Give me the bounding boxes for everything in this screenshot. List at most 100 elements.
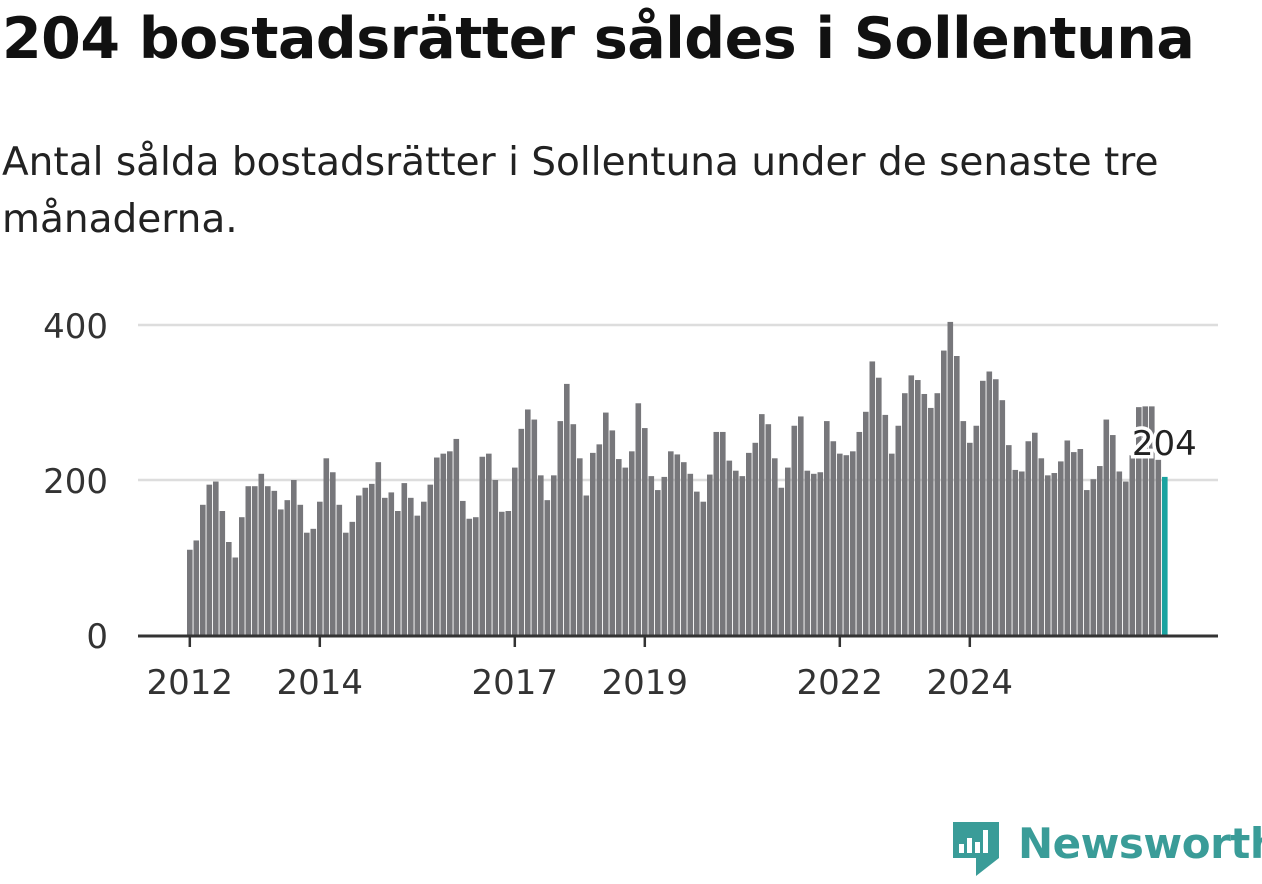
bar bbox=[512, 467, 518, 635]
bar bbox=[817, 472, 824, 635]
bar bbox=[856, 431, 863, 635]
bar bbox=[193, 540, 200, 635]
bar bbox=[590, 452, 596, 635]
bar bbox=[752, 442, 759, 635]
bar bbox=[804, 470, 811, 635]
bar bbox=[681, 462, 687, 635]
bar bbox=[343, 532, 349, 635]
bar bbox=[759, 414, 765, 635]
bar bbox=[674, 454, 681, 635]
bar bbox=[447, 451, 453, 635]
bar bbox=[1025, 441, 1032, 635]
bar bbox=[525, 409, 531, 635]
bar bbox=[557, 421, 564, 635]
bar bbox=[1045, 475, 1051, 635]
bar bbox=[265, 486, 271, 635]
bar bbox=[564, 383, 570, 635]
bar bbox=[707, 474, 713, 635]
bar bbox=[733, 470, 739, 635]
bar bbox=[1038, 458, 1045, 635]
bar bbox=[369, 483, 375, 635]
highlight-bar bbox=[1162, 476, 1168, 635]
bar bbox=[200, 504, 206, 635]
bar bbox=[986, 371, 993, 635]
bar bbox=[785, 467, 791, 635]
bar bbox=[648, 476, 655, 635]
bar bbox=[1051, 473, 1058, 635]
bar bbox=[408, 497, 414, 635]
newsworthy-logo-icon bbox=[953, 822, 999, 876]
bar bbox=[843, 455, 850, 635]
bar bbox=[720, 431, 726, 635]
bar bbox=[479, 456, 486, 635]
bar bbox=[941, 350, 947, 635]
bar bbox=[421, 501, 427, 635]
bar bbox=[1019, 471, 1025, 635]
bar bbox=[902, 393, 908, 635]
bar bbox=[980, 380, 986, 635]
bar bbox=[967, 442, 973, 635]
bar bbox=[603, 412, 609, 635]
bar bbox=[499, 511, 505, 635]
bar bbox=[258, 473, 265, 635]
bar bbox=[1064, 440, 1071, 635]
bar bbox=[876, 377, 882, 635]
bar bbox=[908, 375, 915, 635]
x-tick-label: 2012 bbox=[147, 663, 234, 703]
bar bbox=[226, 542, 232, 635]
bar bbox=[661, 476, 668, 635]
bar bbox=[746, 452, 752, 635]
bar bbox=[1077, 449, 1084, 635]
bar bbox=[1006, 445, 1012, 635]
bar bbox=[473, 517, 479, 635]
bar bbox=[1097, 466, 1103, 635]
y-tick-label: 0 bbox=[86, 617, 108, 657]
bar bbox=[798, 416, 804, 635]
bar bbox=[830, 441, 837, 635]
bar bbox=[934, 393, 941, 635]
bar bbox=[297, 504, 304, 635]
bar bbox=[655, 490, 661, 635]
x-tick-label: 2017 bbox=[472, 663, 559, 703]
bar bbox=[245, 486, 252, 635]
bar bbox=[1136, 407, 1142, 635]
x-tick-label: 2022 bbox=[797, 663, 884, 703]
bar bbox=[284, 500, 291, 635]
bar bbox=[395, 511, 401, 635]
bar bbox=[1084, 490, 1090, 635]
bar bbox=[278, 509, 284, 635]
bar bbox=[323, 458, 330, 635]
bar bbox=[349, 521, 356, 635]
bar-chart: 0 200 400 2012 2014 2017 2019 2022 2024 204 bbox=[43, 307, 1218, 703]
bar bbox=[570, 424, 577, 635]
bar bbox=[401, 483, 408, 635]
bar bbox=[921, 393, 928, 635]
highlight-value-label: 204 bbox=[1132, 424, 1197, 464]
x-tick-label: 2024 bbox=[927, 663, 1014, 703]
bar bbox=[687, 473, 694, 635]
newsworthy-brand[interactable]: Newsworthy bbox=[950, 818, 1262, 880]
bar bbox=[1071, 452, 1077, 635]
bar bbox=[577, 458, 583, 635]
bar bbox=[291, 480, 297, 635]
bar bbox=[993, 379, 999, 635]
bar bbox=[206, 484, 213, 635]
bar bbox=[1012, 469, 1019, 635]
bar bbox=[629, 451, 635, 635]
bar bbox=[999, 400, 1006, 635]
bar bbox=[310, 528, 317, 635]
bar bbox=[453, 438, 460, 635]
bar bbox=[271, 490, 278, 635]
bar bbox=[596, 444, 603, 635]
bar bbox=[622, 467, 629, 635]
bar bbox=[583, 495, 590, 635]
bar bbox=[642, 428, 648, 635]
bar bbox=[947, 321, 954, 635]
bar bbox=[336, 504, 343, 635]
bar bbox=[928, 407, 934, 635]
bar bbox=[694, 491, 700, 635]
bar bbox=[1123, 481, 1129, 635]
bar bbox=[232, 557, 239, 635]
bar bbox=[1129, 455, 1136, 635]
chart-subtitle: Antal sålda bostadsrätter i Sollentuna u… bbox=[2, 140, 1159, 242]
